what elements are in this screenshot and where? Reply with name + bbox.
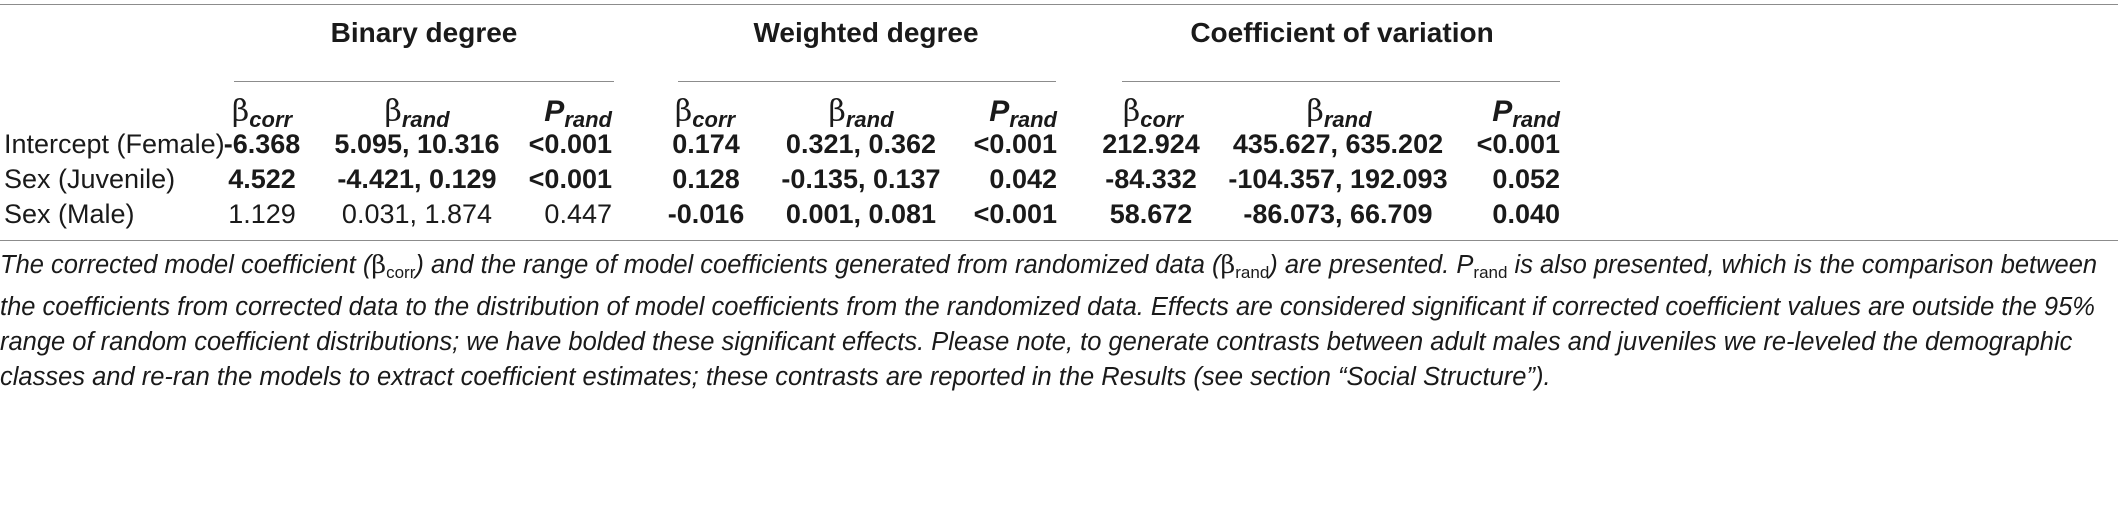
table-cell: 435.627, 635.202 [1232, 129, 1444, 159]
row-label-intercept-female: Intercept (Female) [4, 129, 225, 159]
table-cell: -4.421, 0.129 [337, 164, 497, 194]
subheader-beta-corr-cv: βcorr [1122, 94, 1184, 133]
table-cell: <0.001 [1476, 129, 1560, 159]
subheader-beta-corr-binary: βcorr [231, 94, 293, 133]
group-header-weighted-degree: Weighted degree [753, 17, 979, 48]
bottom-rule [0, 240, 2118, 241]
subheader-p-rand-cv: Prand [1492, 95, 1560, 133]
table-cell: -6.368 [223, 129, 301, 159]
group-rule-binary-degree [234, 81, 614, 82]
row-label-sex-juvenile: Sex (Juvenile) [4, 164, 176, 194]
table-cell: 1.129 [228, 199, 296, 229]
table-cell: <0.001 [528, 164, 612, 194]
table-cell: 0.001, 0.081 [785, 199, 937, 229]
table-cell: 0.031, 1.874 [341, 199, 493, 229]
subheader-beta-rand-binary: βrand [384, 94, 450, 133]
table-cell: 0.042 [989, 164, 1057, 194]
row-label-sex-male: Sex (Male) [4, 199, 135, 229]
subheader-beta-rand-weighted: βrand [828, 94, 894, 133]
table-cell: -84.332 [1105, 164, 1197, 194]
table-cell: 5.095, 10.316 [334, 129, 500, 159]
group-rule-coefficient-of-variation [1122, 81, 1560, 82]
top-rule [0, 4, 2118, 5]
table-cell: -0.135, 0.137 [781, 164, 941, 194]
table-cell: 0.321, 0.362 [785, 129, 937, 159]
table-cell: 58.672 [1109, 199, 1193, 229]
group-header-coefficient-of-variation: Coefficient of variation [1190, 17, 1494, 48]
subheader-beta-corr-weighted: βcorr [674, 94, 736, 133]
subheader-p-rand-binary: Prand [544, 95, 612, 133]
table-cell: <0.001 [528, 129, 612, 159]
table-cell: 4.522 [228, 164, 296, 194]
table-cell: 212.924 [1102, 129, 1200, 159]
group-header-binary-degree: Binary degree [330, 17, 518, 48]
group-rule-weighted-degree [678, 81, 1056, 82]
table-cell: 0.447 [544, 199, 612, 229]
table-cell: 0.174 [672, 129, 740, 159]
subheader-p-rand-weighted: Prand [989, 95, 1057, 133]
table-cell: 0.052 [1492, 164, 1560, 194]
table-cell: -0.016 [667, 199, 745, 229]
table-cell: <0.001 [973, 129, 1057, 159]
table-cell: <0.001 [973, 199, 1057, 229]
table-cell: 0.040 [1492, 199, 1560, 229]
subheader-beta-rand-cv: βrand [1306, 94, 1372, 133]
table-caption: The corrected model coefficient (βcorr) … [0, 250, 2098, 391]
table-cell: -86.073, 66.709 [1243, 199, 1433, 229]
table-cell: -104.357, 192.093 [1228, 164, 1448, 194]
table-cell: 0.128 [672, 164, 740, 194]
